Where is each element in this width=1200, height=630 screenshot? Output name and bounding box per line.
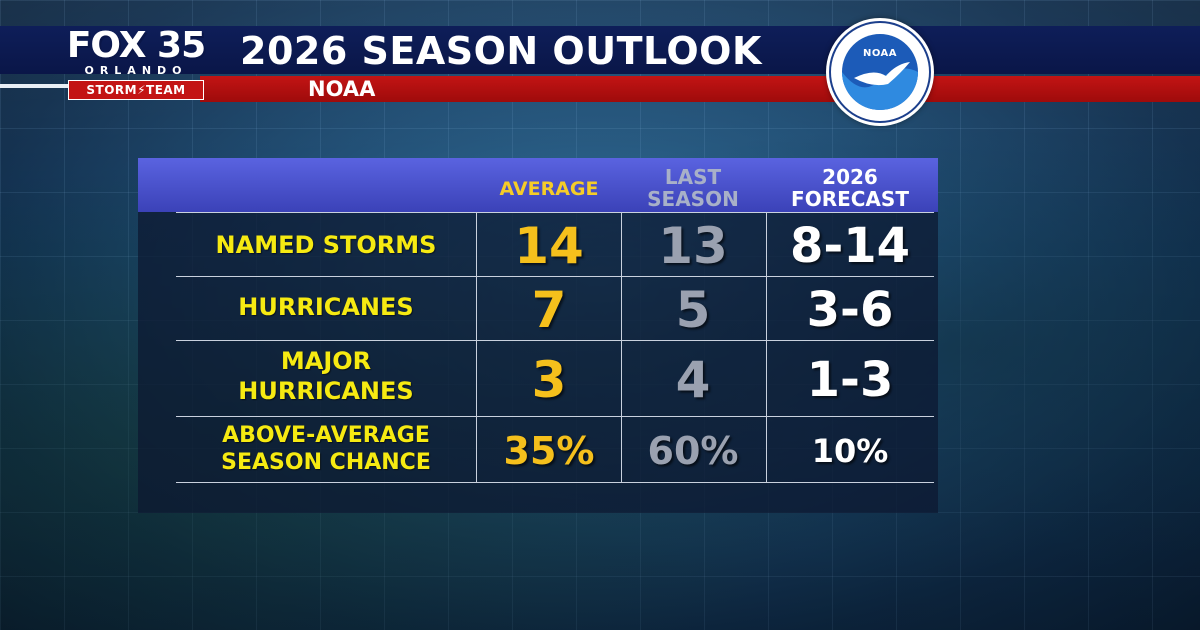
row-label-text: HURRICANES bbox=[238, 293, 414, 321]
table-divider bbox=[176, 212, 934, 213]
row-label-above-average-chance: ABOVE-AVERAGE SEASON CHANCE bbox=[180, 422, 472, 476]
noaa-seal-icon: NOAA bbox=[826, 18, 934, 126]
column-header-forecast-line2: FORECAST bbox=[791, 187, 909, 211]
row-label-text: MAJOR bbox=[280, 347, 372, 375]
logo-team: STORM⚡TEAM bbox=[68, 80, 204, 100]
cell-average-major-hurricanes: 3 bbox=[531, 351, 567, 409]
cell-average-named-storms: 14 bbox=[514, 217, 584, 275]
cell-forecast-named-storms: 8-14 bbox=[789, 218, 911, 274]
column-header-forecast-line1: 2026 bbox=[822, 165, 878, 189]
row-label-text: SEASON CHANCE bbox=[221, 450, 431, 475]
row-label-named-storms: NAMED STORMS bbox=[180, 230, 472, 260]
column-header-average-text: AVERAGE bbox=[499, 178, 599, 200]
row-label-hurricanes: HURRICANES bbox=[180, 292, 472, 322]
column-header-last-line1: LAST bbox=[664, 165, 722, 189]
logo-city: ORLANDO bbox=[84, 64, 188, 77]
noaa-seal-label: NOAA bbox=[862, 48, 898, 59]
column-header-last-season: LAST SEASON bbox=[622, 166, 764, 210]
outlook-table bbox=[138, 158, 938, 513]
table-divider bbox=[176, 276, 934, 277]
page-title: 2026 SEASON OUTLOOK bbox=[240, 29, 762, 73]
column-header-forecast: 2026 FORECAST bbox=[766, 166, 934, 210]
row-label-text: NAMED STORMS bbox=[215, 231, 437, 259]
cell-last-above-average-chance: 60% bbox=[647, 429, 739, 473]
station-logo: FOX 35 ORLANDO STORM⚡TEAM bbox=[66, 28, 206, 102]
page-subtitle: NOAA bbox=[308, 77, 376, 101]
cell-forecast-major-hurricanes: 1-3 bbox=[806, 352, 894, 408]
table-header bbox=[138, 158, 938, 212]
logo-brand: FOX 35 bbox=[66, 25, 206, 66]
row-label-text: ABOVE-AVERAGE bbox=[222, 423, 430, 448]
column-divider bbox=[766, 212, 767, 482]
table-divider bbox=[176, 416, 934, 417]
cell-average-hurricanes: 7 bbox=[531, 281, 567, 339]
cell-last-named-storms: 13 bbox=[658, 217, 728, 275]
column-divider bbox=[476, 212, 477, 482]
row-label-major-hurricanes: MAJOR HURRICANES bbox=[180, 346, 472, 406]
cell-forecast-above-average-chance: 10% bbox=[811, 432, 889, 470]
table-divider bbox=[176, 482, 934, 483]
row-label-text: HURRICANES bbox=[238, 377, 414, 405]
table-divider bbox=[176, 340, 934, 341]
column-divider bbox=[621, 212, 622, 482]
header-bar bbox=[0, 26, 1200, 74]
cell-average-above-average-chance: 35% bbox=[503, 429, 595, 473]
cell-forecast-hurricanes: 3-6 bbox=[806, 282, 894, 338]
subheader-bar bbox=[200, 76, 1200, 102]
column-header-average: AVERAGE bbox=[478, 178, 620, 200]
cell-last-hurricanes: 5 bbox=[675, 281, 711, 339]
column-header-last-line2: SEASON bbox=[647, 187, 739, 211]
cell-last-major-hurricanes: 4 bbox=[675, 351, 711, 409]
